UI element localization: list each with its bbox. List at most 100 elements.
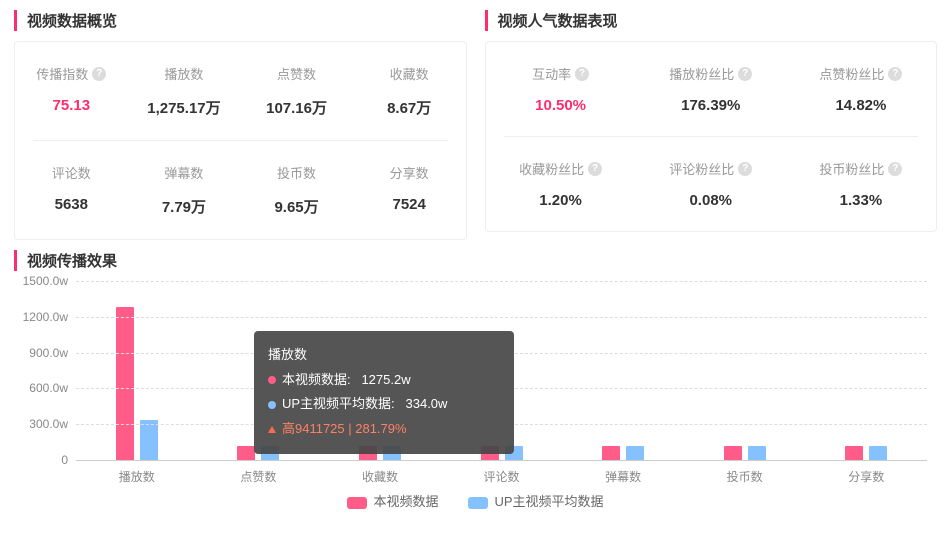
stat-value: 1,275.17万 [133,97,236,118]
gridline [76,317,927,318]
stat-value: 10.50% [491,97,631,114]
stat-label-text: 播放数 [164,64,203,83]
stat-label: 弹幕数 [164,163,203,182]
stat-label-text: 分享数 [390,163,429,182]
help-icon[interactable]: ? [575,67,589,81]
x-axis-label: 评论数 [441,460,563,485]
bar-group[interactable]: 播放数 [76,281,198,460]
help-icon[interactable]: ? [92,67,106,81]
x-axis-label: 弹幕数 [562,460,684,485]
tooltip-title: 播放数 [268,343,500,368]
y-axis-label: 1500.0w [23,274,76,288]
stat-value: 0.08% [641,192,781,209]
stat-cell: 评论数 5638 [15,141,128,239]
stat-label-text: 互动率 [532,64,571,83]
help-icon[interactable]: ? [738,67,752,81]
stat-label-text: 评论粉丝比 [669,159,734,178]
stat-cell: 投币数 9.65万 [240,141,353,239]
bar [748,446,766,460]
stat-value: 107.16万 [245,97,348,118]
stat-value: 9.65万 [245,196,348,217]
stat-label: 点赞数 [277,64,316,83]
stat-label-text: 评论数 [52,163,91,182]
popularity-section: 视频人气数据表现 互动率?10.50%播放粉丝比?176.39%点赞粉丝比?14… [485,0,938,232]
bar [140,420,158,460]
stat-label: 互动率? [532,64,589,83]
stat-value: 14.82% [791,97,931,114]
stat-label: 收藏粉丝比? [519,159,602,178]
stat-label-text: 投币数 [277,163,316,182]
overview-section: 视频数据概览 传播指数?75.13播放数1,275.17万点赞数107.16万收… [14,0,467,240]
bar-group[interactable]: 投币数 [684,281,806,460]
help-icon[interactable]: ? [888,162,902,176]
bar [116,307,134,460]
bar [724,446,742,460]
triangle-up-icon [268,426,276,433]
chart-tooltip: 播放数本视频数据: 1275.2wUP主视频平均数据: 334.0w高94117… [254,331,514,454]
stat-label-text: 收藏数 [390,64,429,83]
stat-value: 7524 [358,196,461,213]
x-axis-label: 点赞数 [198,460,320,485]
stat-value: 5638 [20,196,123,213]
dot-icon [268,376,276,384]
stat-cell: 收藏粉丝比? 1.20% [486,137,636,231]
stat-label: 分享数 [390,163,429,182]
stat-cell: 播放数 1,275.17万 [128,42,241,140]
bar-group[interactable]: 弹幕数 [562,281,684,460]
section-title-spread: 视频传播效果 [14,250,937,271]
stat-cell: 收藏数8.67万 [353,42,466,140]
x-axis-label: 分享数 [805,460,927,485]
tooltip-row: 本视频数据: 1275.2w [268,368,500,393]
popularity-card: 互动率? 10.50% 播放粉丝比? 176.39% 点赞粉丝比? 14.82% 收藏粉丝… [485,41,938,232]
stat-label-text: 点赞粉丝比 [819,64,884,83]
help-icon[interactable]: ? [588,162,602,176]
stat-cell: 播放粉丝比? 176.39% [636,42,786,136]
y-axis-label: 0 [61,453,76,467]
stat-label: 播放粉丝比? [669,64,752,83]
stat-label: 传播指数? [36,64,106,83]
stat-cell: 投币粉丝比? 1.33% [786,137,936,231]
stat-value: 176.39% [641,97,781,114]
x-axis-label: 收藏数 [319,460,441,485]
gridline [76,281,927,282]
legend-swatch [468,497,488,509]
bar [626,446,644,460]
y-axis-label: 900.0w [29,346,76,360]
stat-value: 75.13 [20,97,123,114]
chart-plot-area[interactable]: 播放数点赞数收藏数评论数弹幕数投币数分享数 播放数本视频数据: 1275.2wU… [76,281,927,461]
bar-group[interactable]: 分享数 [805,281,927,460]
tooltip-diff: 高9411725 | 281.79% [268,417,500,442]
stat-value: 7.79万 [133,196,236,217]
tooltip-row: UP主视频平均数据: 334.0w [268,392,500,417]
y-axis-label: 1200.0w [23,310,76,324]
dot-icon [268,401,276,409]
legend-swatch [347,497,367,509]
bar [845,446,863,460]
popularity-grid: 互动率? 10.50% 播放粉丝比? 176.39% 点赞粉丝比? 14.82% [486,42,937,136]
section-title-overview: 视频数据概览 [14,10,467,31]
stat-label: 评论粉丝比? [669,159,752,178]
stat-label: 投币粉丝比? [819,159,902,178]
help-icon[interactable]: ? [888,67,902,81]
stat-label: 评论数 [52,163,91,182]
chart-legend: 本视频数据 UP主视频平均数据 [14,491,937,510]
bar [237,446,255,460]
stat-label-text: 弹幕数 [164,163,203,182]
stat-cell: 弹幕数 7.79万 [128,141,241,239]
overview-grid: 评论数 5638 弹幕数 7.79万 投币数 9.65万 分享数 7524 [15,141,466,239]
stat-cell: 互动率? 10.50% [486,42,636,136]
stat-value: 1.33% [791,192,931,209]
stat-label-text: 点赞数 [277,64,316,83]
overview-grid: 传播指数? 75.13 播放数 1,275.17万 点赞数 107.16万收藏数8.67万 [15,42,466,140]
stat-label-text: 播放粉丝比 [669,64,734,83]
bar [869,446,887,460]
help-icon[interactable]: ? [738,162,752,176]
legend-item[interactable]: UP主视频平均数据 [468,491,603,510]
stat-value: 1.20% [491,192,631,209]
legend-item[interactable]: 本视频数据 [347,491,438,510]
stat-label: 播放数 [164,64,203,83]
popularity-grid: 收藏粉丝比? 1.20% 评论粉丝比? 0.08% 投币粉丝比? 1.33% [486,137,937,231]
stat-cell: 分享数 7524 [353,141,466,239]
stat-label-text: 传播指数 [36,64,88,83]
y-axis-label: 300.0w [29,417,76,431]
